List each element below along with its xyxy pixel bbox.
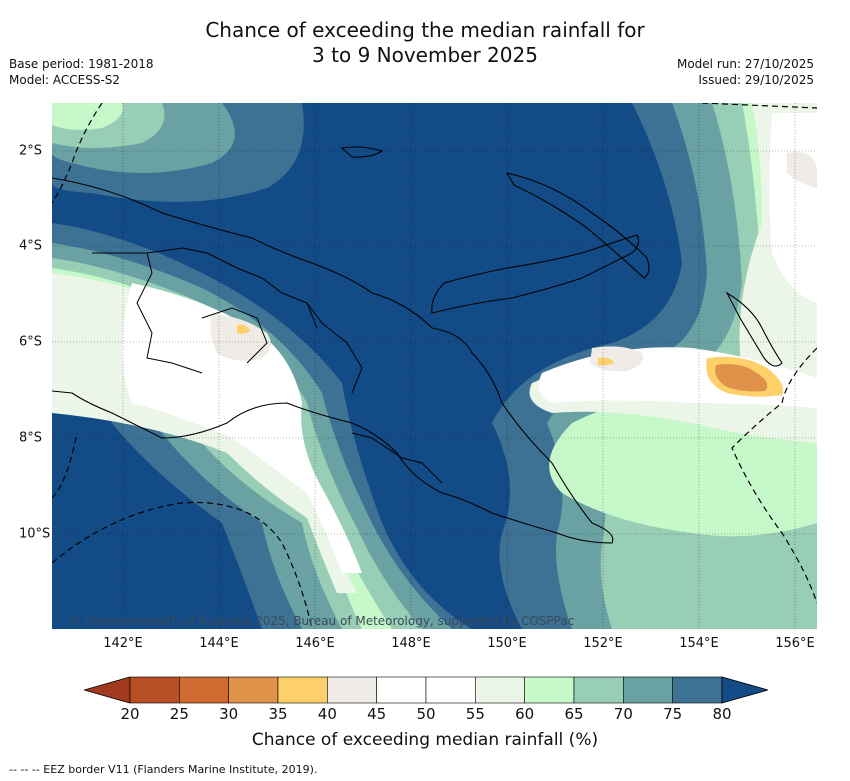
base-period: Base period: 1981-2018 — [9, 57, 154, 71]
colorbar-tick-label: 40 — [317, 705, 337, 723]
new-britain-coastline — [431, 234, 640, 314]
border-line — [92, 252, 203, 374]
eez-border — [731, 347, 817, 604]
map-panel[interactable]: © Commonwealth of Australia 2025, Bureau… — [52, 103, 817, 629]
coastlines — [52, 146, 783, 544]
copyright-notice: © Commonwealth of Australia 2025, Bureau… — [69, 614, 575, 628]
border-line — [351, 432, 443, 484]
model-name: Model: ACCESS-S2 — [9, 73, 121, 87]
issued-date: Issued: 29/10/2025 — [698, 73, 814, 87]
lon-label-154: 154°E — [679, 636, 719, 651]
colorbar-segment — [672, 676, 723, 704]
lat-label-4s: 4°S — [19, 238, 43, 254]
lon-label-150: 150°E — [487, 636, 527, 651]
colorbar-extend-low — [84, 676, 131, 704]
colorbar-segment — [228, 676, 279, 704]
border-line — [146, 247, 318, 329]
colorbar-tick-label: 30 — [219, 705, 239, 723]
lat-label-8s: 8°S — [19, 430, 43, 446]
lon-label-148: 148°E — [391, 636, 431, 651]
colorbar-label: Chance of exceeding median rainfall (%) — [251, 730, 599, 750]
lon-label-156: 156°E — [775, 636, 815, 651]
lat-label-2s: 2°S — [19, 143, 43, 159]
manus-coastline — [340, 146, 384, 158]
contour-40 — [598, 357, 614, 366]
model-info: Base period: 1981-2018 Model: ACCESS-S2 — [9, 56, 154, 88]
colorbar-extend-high — [721, 676, 768, 704]
colorbar-tick-label: 70 — [613, 705, 633, 723]
colorbar-segment — [129, 676, 180, 704]
eez-border — [701, 103, 817, 109]
new-ireland-coastline — [505, 172, 650, 279]
lat-label-10s: 10°S — [19, 526, 51, 542]
lon-label-142: 142°E — [103, 636, 143, 651]
contour-45 — [590, 346, 643, 372]
colorbar — [84, 676, 768, 704]
colorbar-segment — [524, 676, 575, 704]
colorbar-segments — [84, 676, 768, 704]
title-line-2: 3 to 9 November 2025 — [312, 43, 538, 67]
colorbar-tick-label: 20 — [120, 705, 140, 723]
contour-45 — [787, 152, 817, 188]
lat-label-6s: 6°S — [19, 334, 43, 350]
colorbar-segment — [573, 676, 624, 704]
colorbar-segment — [623, 676, 673, 704]
colorbar-tick-label: 75 — [663, 705, 683, 723]
colorbar-tick-label: 60 — [515, 705, 535, 723]
colorbar-segment — [327, 676, 377, 704]
colorbar-segment — [277, 676, 328, 704]
contour-60 — [52, 103, 123, 130]
map-canvas — [52, 103, 817, 629]
colorbar-tick-label: 35 — [268, 705, 288, 723]
eez-borders — [52, 103, 817, 629]
map-title: Chance of exceeding the median rainfall … — [0, 18, 850, 68]
colorbar-segment — [425, 676, 476, 704]
eez-border — [52, 432, 78, 499]
province-borders — [92, 247, 443, 484]
eez-legend-note: -- -- -- EEZ border V11 (Flanders Marine… — [9, 763, 318, 776]
graticule — [52, 103, 817, 629]
colorbar-tick-label: 45 — [367, 705, 387, 723]
border-line — [201, 307, 268, 364]
model-run: Model run: 27/10/2025 — [676, 57, 814, 71]
colorbar-segment — [475, 676, 525, 704]
border-line — [306, 302, 363, 394]
colorbar-segment — [179, 676, 229, 704]
lon-label-146: 146°E — [295, 636, 335, 651]
eez-border — [52, 501, 313, 629]
colorbar-tick-label: 80 — [712, 705, 732, 723]
new-guinea-coastline — [52, 177, 614, 544]
colorbar-segment — [376, 676, 427, 704]
run-info: Model run: 27/10/2025 Issued: 29/10/2025 — [677, 56, 814, 88]
colorbar-tick-label: 55 — [465, 705, 485, 723]
title-line-1: Chance of exceeding the median rainfall … — [205, 18, 645, 42]
contour-50 — [122, 283, 362, 573]
lon-label-144: 144°E — [199, 636, 239, 651]
colorbar-tick-label: 65 — [564, 705, 584, 723]
contour-45 — [210, 313, 271, 361]
contour-35 — [715, 364, 768, 392]
colorbar-tick-label: 25 — [169, 705, 189, 723]
colorbar-tick-label: 50 — [416, 705, 436, 723]
contour-40 — [237, 324, 250, 334]
lon-label-152: 152°E — [583, 636, 623, 651]
